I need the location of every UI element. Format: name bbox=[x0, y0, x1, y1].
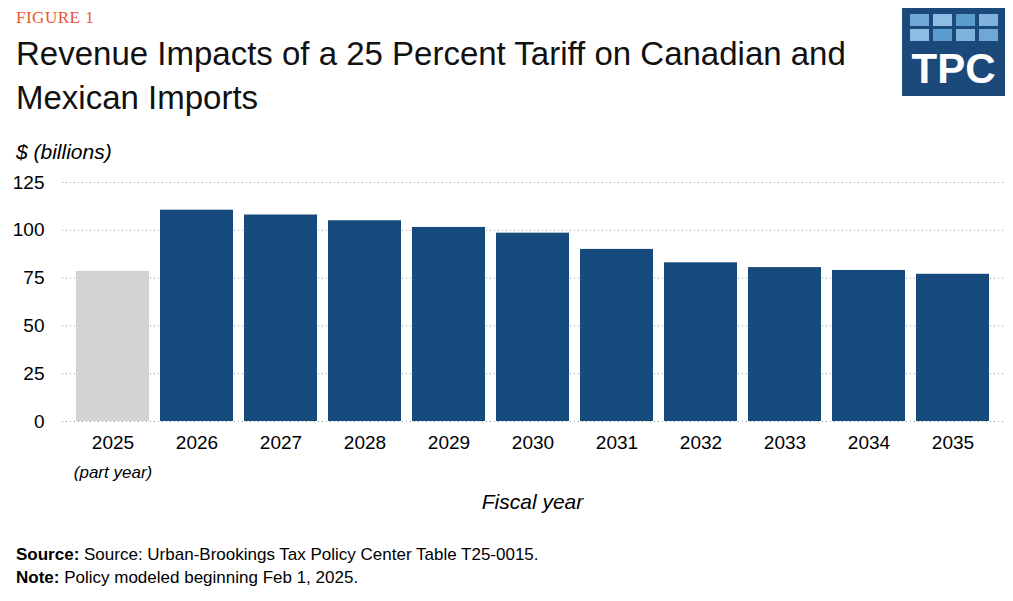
svg-text:2030: 2030 bbox=[512, 432, 554, 453]
svg-text:2027: 2027 bbox=[260, 432, 302, 453]
html-text:FIGURE 1: FIGURE 1 bbox=[16, 8, 95, 27]
html-text:Revenue Impacts of a 25 Percen: Revenue Impacts of a 25 Percent Tariff o… bbox=[16, 35, 846, 116]
html-text:TPC: TPC bbox=[911, 45, 996, 92]
svg-text:0: 0 bbox=[34, 411, 45, 432]
svg-text:2025: 2025 bbox=[92, 432, 134, 453]
svg-text:75: 75 bbox=[23, 267, 44, 288]
svg-text:2032: 2032 bbox=[680, 432, 722, 453]
svg-text:2035: 2035 bbox=[932, 432, 974, 453]
svg-text:2034: 2034 bbox=[848, 432, 891, 453]
svg-text:2028: 2028 bbox=[344, 432, 386, 453]
svg-text:2031: 2031 bbox=[596, 432, 638, 453]
svg-text:100: 100 bbox=[13, 219, 45, 240]
html-text:$ (billions): $ (billions) bbox=[16, 140, 112, 163]
svg-text:50: 50 bbox=[23, 315, 44, 336]
svg-text:25: 25 bbox=[23, 363, 44, 384]
svg-text:2033: 2033 bbox=[764, 432, 806, 453]
svg-text:125: 125 bbox=[13, 172, 45, 193]
html-text:Source: Source: Urban-Brooking: Source: Source: Urban-Brookings Tax Poli… bbox=[16, 545, 539, 564]
svg-text:2029: 2029 bbox=[428, 432, 470, 453]
svg-text:2026: 2026 bbox=[176, 432, 218, 453]
html-text:Note: Policy modeled beginning: Note: Policy modeled beginning Feb 1, 20… bbox=[16, 568, 359, 587]
html-text:Fiscal year: Fiscal year bbox=[481, 490, 584, 513]
svg-text:(part year): (part year) bbox=[74, 463, 152, 481]
